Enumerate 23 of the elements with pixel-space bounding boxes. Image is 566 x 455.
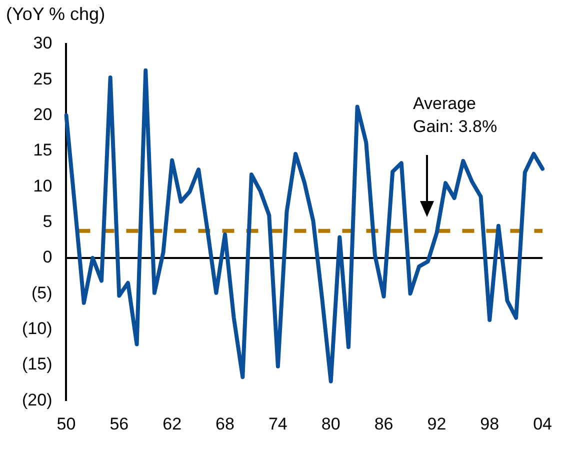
y-axis-title: (YoY % chg): [6, 4, 106, 25]
x-tick-label: 74: [268, 414, 288, 434]
y-tick-label: (5): [31, 283, 52, 302]
y-tick-label: 15: [33, 140, 52, 160]
x-tick-label: 62: [162, 414, 182, 434]
x-tick-label: 68: [216, 414, 234, 434]
y-tick-label: 10: [33, 176, 52, 196]
x-tick-label: 04: [533, 414, 552, 434]
x-tick-label: 50: [56, 414, 76, 434]
annotation: Average Gain: 3.8%: [413, 93, 498, 138]
x-tick-label: 86: [374, 414, 394, 434]
x-tick-label: 92: [427, 414, 446, 434]
x-tick-label: 80: [321, 414, 340, 434]
y-tick-label: 25: [33, 69, 52, 88]
y-tick-label: (10): [22, 318, 52, 338]
y-tick-label: (15): [22, 354, 52, 374]
y-tick-label: 30: [33, 34, 52, 53]
y-tick-label: 20: [33, 105, 52, 124]
y-tick-label: (20): [22, 390, 52, 410]
y-tick-label: 5: [42, 212, 52, 231]
x-tick-label: 56: [110, 414, 129, 434]
x-tick-label: 98: [480, 414, 500, 434]
y-tick-label: 0: [42, 248, 52, 267]
